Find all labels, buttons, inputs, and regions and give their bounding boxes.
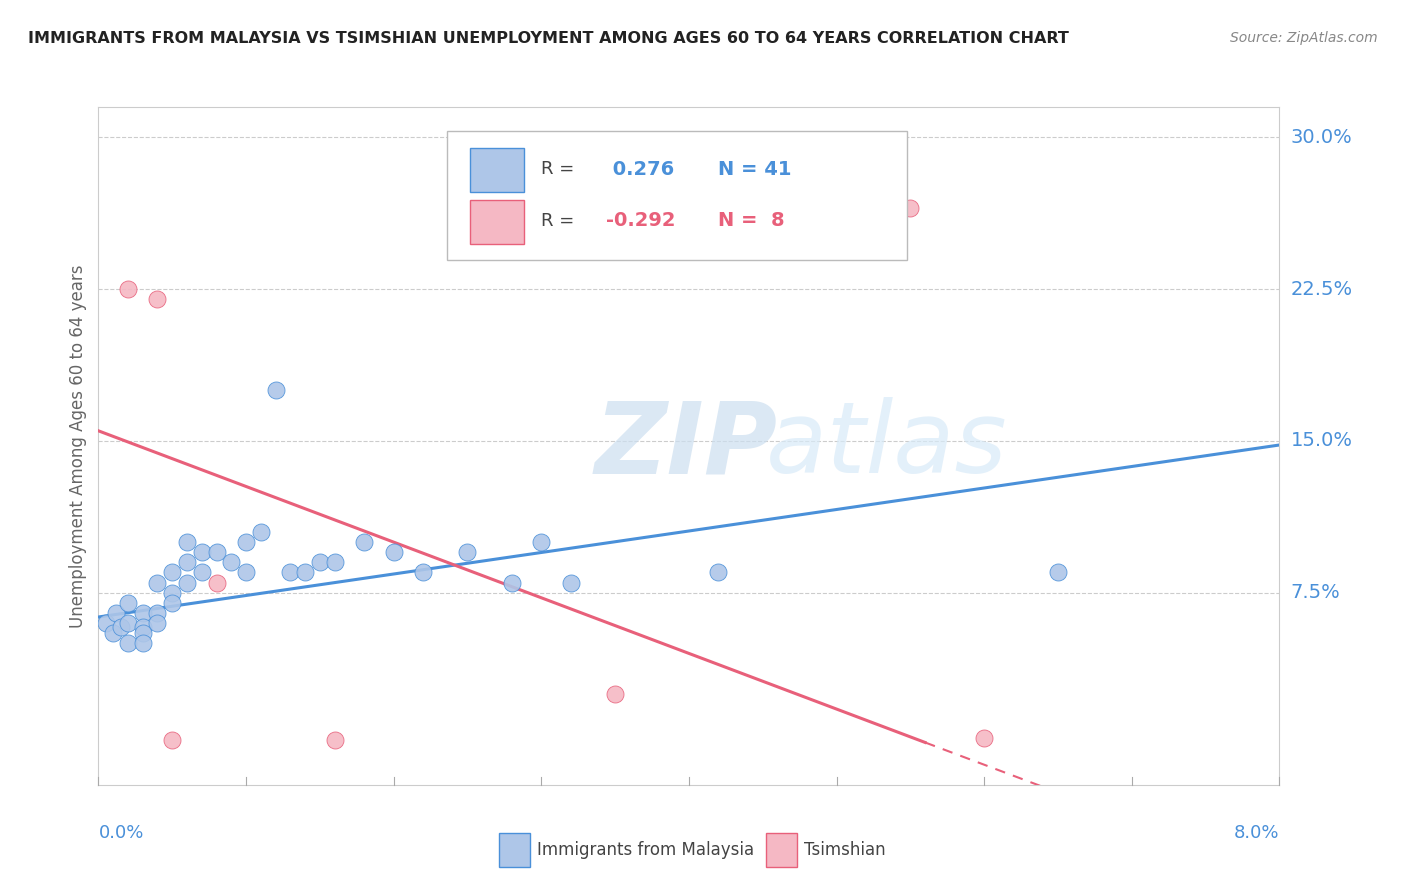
Point (132, 606, 155, 620)
Point (162, 733, 183, 747)
Point (280, 566, 302, 580)
Point (132, 636, 155, 650)
Point (176, 575, 198, 590)
Point (221, 555, 243, 569)
Point (162, 596, 183, 610)
Text: 15.0%: 15.0% (1291, 432, 1353, 450)
Point (235, 535, 257, 549)
Text: 30.0%: 30.0% (1291, 128, 1353, 147)
Point (412, 566, 434, 580)
Point (103, 626, 125, 640)
Point (323, 555, 346, 569)
Text: 8.0%: 8.0% (1234, 824, 1279, 842)
Point (117, 616, 139, 631)
Point (146, 616, 169, 631)
Point (309, 555, 332, 569)
Text: N = 41: N = 41 (718, 160, 792, 179)
Point (250, 524, 273, 539)
Y-axis label: Unemployment Among Ages 60 to 64 years: Unemployment Among Ages 60 to 64 years (69, 264, 87, 628)
Point (205, 575, 228, 590)
Point (132, 620, 155, 634)
Point (94, 616, 117, 631)
Point (162, 566, 183, 580)
Point (191, 545, 214, 559)
Text: Source: ZipAtlas.com: Source: ZipAtlas.com (1230, 31, 1378, 45)
Text: -0.292: -0.292 (606, 211, 676, 230)
FancyBboxPatch shape (471, 200, 523, 244)
Point (353, 535, 375, 549)
Point (110, 620, 132, 634)
Point (146, 293, 169, 307)
Point (457, 545, 479, 559)
Point (1046, 566, 1070, 580)
Point (191, 566, 214, 580)
Text: R =: R = (541, 161, 575, 178)
Point (294, 566, 316, 580)
Text: 22.5%: 22.5% (1291, 280, 1353, 299)
Point (176, 555, 198, 569)
Text: Immigrants from Malaysia: Immigrants from Malaysia (537, 841, 754, 859)
Point (707, 566, 730, 580)
Point (146, 606, 169, 620)
Point (605, 687, 627, 701)
Text: IMMIGRANTS FROM MALAYSIA VS TSIMSHIAN UNEMPLOYMENT AMONG AGES 60 TO 64 YEARS COR: IMMIGRANTS FROM MALAYSIA VS TSIMSHIAN UN… (28, 31, 1069, 46)
Point (117, 636, 139, 650)
Point (323, 733, 346, 747)
Point (382, 545, 405, 559)
Point (560, 575, 582, 590)
Point (117, 596, 139, 610)
Point (132, 626, 155, 640)
Point (105, 606, 128, 620)
Point (900, 201, 922, 215)
Point (501, 575, 523, 590)
Point (264, 384, 287, 398)
Text: N =  8: N = 8 (718, 211, 785, 230)
Text: 7.5%: 7.5% (1291, 583, 1340, 602)
Point (205, 545, 228, 559)
FancyBboxPatch shape (471, 148, 523, 192)
Text: 0.276: 0.276 (606, 160, 675, 179)
FancyBboxPatch shape (447, 131, 907, 260)
Text: R =: R = (541, 212, 575, 230)
Text: 0.0%: 0.0% (98, 824, 143, 842)
Text: ZIP: ZIP (595, 398, 778, 494)
Point (973, 731, 995, 746)
Point (176, 535, 198, 549)
Point (162, 585, 183, 599)
Point (146, 575, 169, 590)
Point (235, 566, 257, 580)
Point (117, 282, 139, 296)
Text: Tsimshian: Tsimshian (804, 841, 886, 859)
Text: atlas: atlas (766, 398, 1007, 494)
Point (530, 535, 553, 549)
